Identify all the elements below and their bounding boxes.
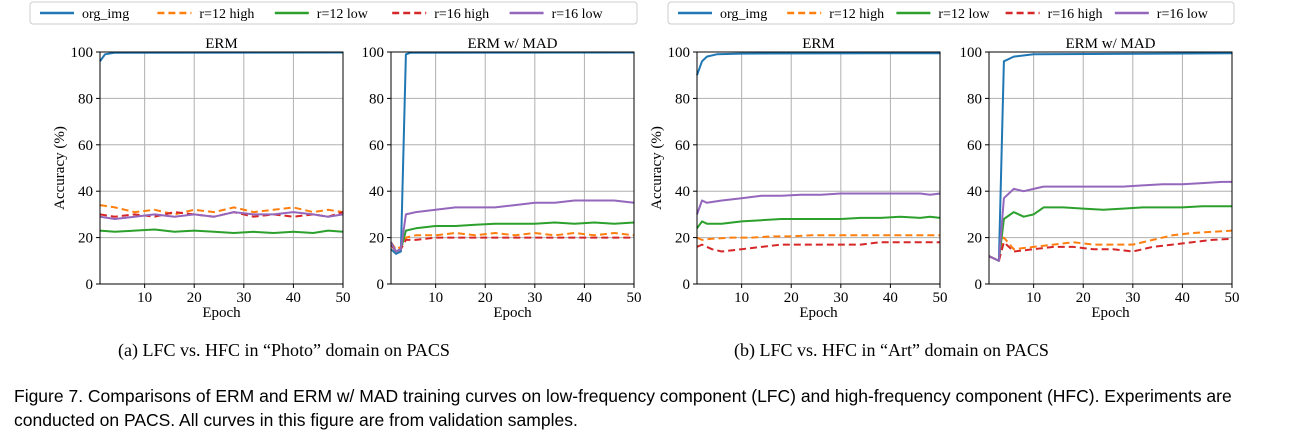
panel-4-ytick-label: 80 (967, 91, 982, 107)
panel-4-series-r12_high (988, 229, 1233, 262)
subcaption-a: (a) LFC vs. HFC in “Photo” domain on PAC… (118, 340, 450, 360)
panel-1-series-org_img (99, 51, 344, 62)
panel-4-ytick-label: 0 (975, 277, 983, 293)
panel-3-frame (696, 51, 941, 285)
legend-label-r16_low: r=16 low (552, 7, 604, 22)
panel-1-xtick-label: 10 (137, 290, 152, 306)
panel-1-xtick-label: 50 (336, 290, 351, 306)
legend-label-r12_low: r=12 low (938, 7, 990, 22)
panel-3-xtick-label: 30 (833, 290, 848, 306)
panel-2-xtick-label: 40 (577, 290, 592, 306)
panel-1-ytick-label: 20 (78, 231, 93, 247)
panel-2-ytick-label: 60 (369, 138, 384, 154)
panel-3-ytick-label: 20 (675, 231, 690, 247)
legend-label-r12_high: r=12 high (199, 7, 254, 22)
panel-2-series-org_img (390, 51, 635, 255)
panel-2-xtick-label: 10 (428, 290, 443, 306)
panel-4-series-r16_high (988, 237, 1233, 262)
legend-label-r16_high: r=16 high (1048, 7, 1103, 22)
panel-3-ytick-label: 0 (683, 277, 691, 293)
panel-1-xlabel: Epoch (202, 305, 241, 321)
panel-1-ytick-label: 100 (71, 45, 94, 61)
panel-3-xtick-label: 10 (734, 290, 749, 306)
panel-4-ytick-label: 20 (967, 231, 982, 247)
legend-box (667, 1, 1235, 25)
panel-3-ytick-label: 80 (675, 91, 690, 107)
panel-3-xtick-label: 40 (883, 290, 898, 306)
subcaption-b: (b) LFC vs. HFC in “Art” domain on PACS (734, 340, 1049, 360)
panel-1-ytick-label: 60 (78, 138, 93, 154)
panel-3-series-r12_low (696, 215, 941, 229)
panel-2-xtick-label: 50 (627, 290, 642, 306)
panel-2-ytick-label: 100 (362, 45, 385, 61)
panel-3-xtick-label: 50 (933, 290, 948, 306)
panel-2-xlabel: Epoch (493, 305, 532, 321)
panel-2-series-r16_low (390, 199, 635, 253)
panel-2-frame (390, 51, 635, 285)
panel-3-xtick-label: 20 (784, 290, 799, 306)
panel-3-title: ERM (802, 36, 835, 52)
panel-4-xlabel: Epoch (1091, 305, 1130, 321)
panel-2-ytick-label: 80 (369, 91, 384, 107)
panel-4-series-r16_low (988, 180, 1232, 262)
legend-label-r12_low: r=12 low (317, 7, 369, 22)
panel-2-ytick-label: 40 (369, 184, 384, 200)
panel-4-ytick-label: 40 (967, 184, 982, 200)
panel-2-title: ERM w/ MAD (467, 36, 557, 52)
legend-label-r16_low: r=16 low (1157, 7, 1209, 22)
panel-1-ytick-label: 40 (78, 184, 93, 200)
panel-4-series-org_img (988, 52, 1233, 262)
panel-4-xtick-label: 40 (1175, 290, 1190, 306)
panel-1-ylabel: Accuracy (%) (52, 126, 68, 210)
panel-4-xtick-label: 50 (1225, 290, 1240, 306)
panel-1-xtick-label: 40 (286, 290, 301, 306)
panel-4-xtick-label: 30 (1125, 290, 1140, 306)
panel-1-ytick-label: 80 (78, 91, 93, 107)
panel-2-series-r12_low (390, 221, 635, 253)
panel-2-xtick-label: 30 (527, 290, 542, 306)
panel-4-xtick-label: 20 (1076, 290, 1091, 306)
panel-1-series-r12_high (99, 204, 344, 216)
panel-1-title: ERM (205, 36, 238, 52)
figure-caption: Figure 7. Comparisons of ERM and ERM w/ … (14, 386, 1232, 430)
legend-label-org_img: org_img (720, 7, 767, 22)
panel-3-series-r16_high (696, 241, 940, 253)
panel-3-ylabel: Accuracy (%) (649, 126, 665, 210)
panel-3-xlabel: Epoch (799, 305, 838, 321)
legend-box (29, 1, 638, 25)
panel-3-series-r16_low (696, 192, 941, 215)
panel-2-xtick-label: 20 (478, 290, 493, 306)
panel-3-ytick-label: 100 (668, 45, 691, 61)
panel-1-ytick-label: 0 (86, 277, 94, 293)
panel-4-frame (988, 51, 1233, 285)
panel-4-ytick-label: 60 (967, 138, 982, 154)
panel-4-series-r12_low (988, 205, 1232, 262)
panel-2-series-r16_high (390, 236, 634, 253)
legend-label-r16_high: r=16 high (434, 7, 489, 22)
panel-4-ytick-label: 100 (960, 45, 983, 61)
panel-1-xtick-label: 20 (187, 290, 202, 306)
panel-3-series-org_img (696, 52, 941, 76)
panel-4-title: ERM w/ MAD (1065, 36, 1155, 52)
panel-4-xtick-label: 10 (1026, 290, 1041, 306)
panel-1-frame (99, 51, 344, 285)
legend-label-org_img: org_img (82, 7, 129, 22)
panel-2-ytick-label: 0 (377, 277, 385, 293)
legend-label-r12_high: r=12 high (829, 7, 884, 22)
panel-1-series-r12_low (99, 228, 344, 234)
panel-1-xtick-label: 30 (236, 290, 251, 306)
panel-1-series-r16_low (99, 211, 344, 220)
panel-2-ytick-label: 20 (369, 231, 384, 247)
panel-3-ytick-label: 60 (675, 138, 690, 154)
panel-3-ytick-label: 40 (675, 184, 690, 200)
panel-3-series-r12_high (696, 234, 940, 241)
panel-2-series-r12_high (390, 232, 635, 251)
